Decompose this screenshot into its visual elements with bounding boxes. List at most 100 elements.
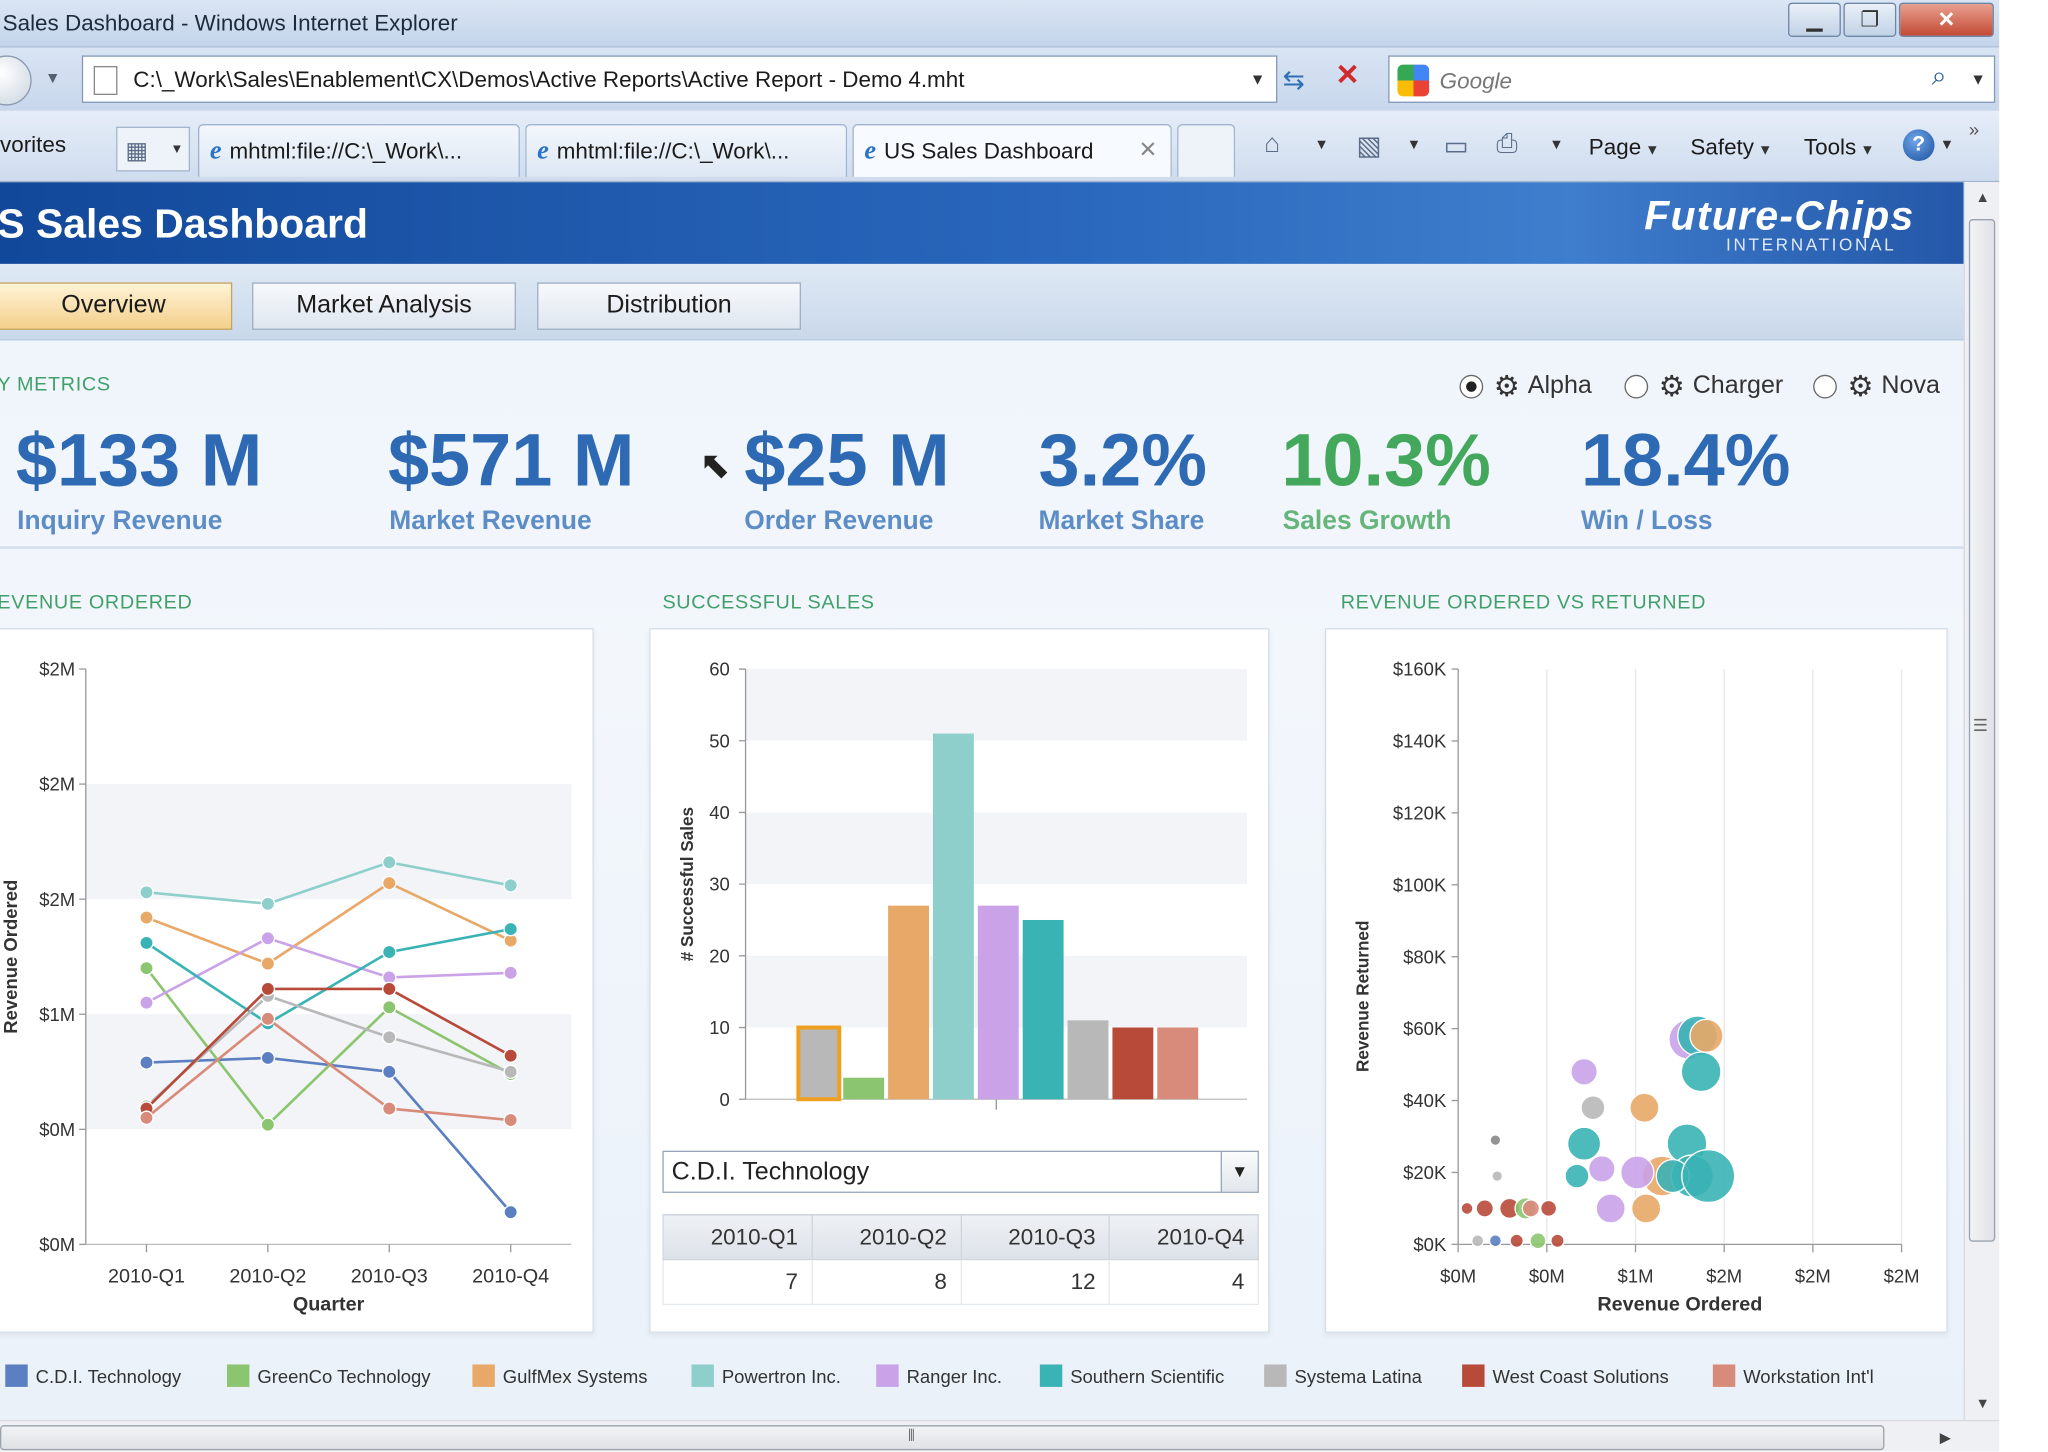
legend-item[interactable]: Powertron Inc.: [691, 1364, 841, 1387]
tab-overview[interactable]: Overview: [0, 282, 233, 330]
table-header: 2010-Q4: [1108, 1214, 1259, 1261]
data-point: [503, 1204, 518, 1220]
data-point: [382, 875, 397, 891]
home-icon[interactable]: ⌂: [1264, 129, 1281, 159]
legend-item[interactable]: Systema Latina: [1264, 1364, 1422, 1387]
y-tick-label: $2M: [39, 889, 75, 910]
ordered-vs-returned-panel: $0M $0M $1M $2M $2M $2M $0K $20K $40K $60K $80K $10…: [1324, 628, 1948, 1333]
address-field[interactable]: C:\_Work\Sales\Enablement\CX\Demos\Activ…: [81, 55, 1278, 103]
bubble: [1460, 1201, 1474, 1216]
close-tab-icon[interactable]: ✕: [1138, 137, 1158, 163]
data-point: [139, 1055, 154, 1070]
search-icon[interactable]: ⌕: [1931, 62, 1947, 92]
y-axis-title: Revenue Returned: [1352, 921, 1372, 1072]
tools-menu[interactable]: Tools ▼: [1804, 135, 1875, 161]
vertical-scrollbar[interactable]: ▲ ☰ ▼: [1963, 182, 2000, 1420]
legend-item[interactable]: C.D.I. Technology: [5, 1364, 181, 1387]
data-point: [503, 878, 518, 893]
x-tick-label: 2010-Q4: [472, 1266, 549, 1288]
data-point: [139, 995, 154, 1010]
bubble: [1564, 1163, 1590, 1189]
refresh-icon[interactable]: ⇆: [1282, 65, 1305, 96]
address-dropdown-icon[interactable]: ▼: [1249, 69, 1266, 89]
vertical-scroll-thumb[interactable]: [1968, 219, 1996, 1242]
legend-item[interactable]: GulfMex Systems: [472, 1364, 648, 1387]
history-dropdown-icon[interactable]: ▼: [44, 68, 61, 88]
y-tick-label: 30: [709, 874, 730, 895]
revenue-ordered-panel: $0M $0M $1M $2M $2M $2M 2010-Q1 2010-Q2 2010-Q3 2…: [0, 628, 594, 1333]
table-header: 2010-Q1: [662, 1214, 813, 1261]
legend-label: Ranger Inc.: [906, 1365, 1003, 1387]
radio-button[interactable]: [1813, 374, 1837, 399]
minimize-button[interactable]: ▁: [1788, 2, 1841, 37]
legend-item[interactable]: GreenCo Technology: [226, 1364, 431, 1387]
company-logo-subtitle: INTERNATIONAL: [1726, 234, 1897, 255]
bubble: [1580, 1095, 1606, 1121]
legend-item[interactable]: West Coast Solutions: [1462, 1364, 1669, 1387]
legend-item[interactable]: Southern Scientific: [1039, 1364, 1224, 1387]
print-icon[interactable]: ⎙: [1496, 129, 1518, 159]
legend-item[interactable]: Workstation Int'l: [1712, 1364, 1874, 1387]
scroll-up-icon[interactable]: ▲: [1975, 190, 1990, 206]
favorites-button[interactable]: vorites: [0, 131, 67, 158]
search-field[interactable]: Google ⌕ ▼: [1388, 55, 1996, 103]
quick-tabs-dropdown-icon[interactable]: ▼: [170, 142, 184, 158]
kpi-label-market-revenue: Market Revenue: [389, 506, 592, 536]
y-tick-label: 50: [709, 730, 730, 751]
legend-swatch: [1264, 1364, 1287, 1387]
browser-tab-3[interactable]: e US Sales Dashboard ✕: [852, 124, 1172, 177]
bar: [1112, 1027, 1154, 1100]
print-dropdown-icon[interactable]: ▼: [1549, 137, 1564, 154]
bubble: [1550, 1233, 1565, 1249]
product-option-nova[interactable]: ⚙ Nova: [1813, 369, 1940, 403]
mail-icon[interactable]: ▭: [1443, 131, 1469, 161]
horizontal-scroll-thumb[interactable]: [0, 1425, 1885, 1451]
kpi-label-order-revenue: Order Revenue: [744, 506, 934, 536]
page-menu[interactable]: Page ▼: [1589, 135, 1660, 161]
help-dropdown-icon[interactable]: ▼: [1939, 137, 1955, 154]
feeds-icon[interactable]: ▧: [1356, 131, 1382, 161]
bar: [1067, 1020, 1109, 1100]
quarter-table: 2010-Q1 2010-Q2 2010-Q3 2010-Q4 7 8 12 4: [662, 1214, 1259, 1306]
legend-label: Systema Latina: [1294, 1365, 1422, 1387]
legend-swatch: [1712, 1364, 1736, 1387]
radio-button[interactable]: [1459, 374, 1484, 399]
kpi-value-inquiry-revenue: $133 M: [15, 418, 263, 502]
close-button[interactable]: ✕: [1898, 2, 1994, 37]
tab-market-analysis[interactable]: Market Analysis: [252, 282, 516, 330]
stop-icon[interactable]: ✕: [1335, 58, 1360, 92]
kpi-label-market-share: Market Share: [1038, 506, 1205, 536]
table-row: 7 8 12 4: [662, 1258, 1259, 1306]
search-dropdown-icon[interactable]: ▼: [1970, 69, 1986, 89]
browser-tab-2[interactable]: e mhtml:file://C:\_Work\...: [525, 124, 848, 177]
safety-menu[interactable]: Safety ▼: [1690, 135, 1772, 161]
toolbar-chevron-icon[interactable]: »: [1968, 118, 1980, 140]
table-header: 2010-Q2: [811, 1214, 962, 1261]
scroll-right-icon[interactable]: ▶: [1939, 1430, 1951, 1447]
back-button[interactable]: [0, 55, 32, 106]
address-url: C:\_Work\Sales\Enablement\CX\Demos\Activ…: [133, 67, 965, 93]
new-tab-button[interactable]: [1177, 124, 1236, 177]
scroll-down-icon[interactable]: ▼: [1975, 1396, 1990, 1412]
product-option-charger[interactable]: ⚙ Charger: [1624, 369, 1783, 403]
data-point: [139, 960, 154, 976]
tab-distribution[interactable]: Distribution: [537, 282, 801, 330]
quick-tabs-button[interactable]: ▦ ▼: [116, 126, 191, 172]
restore-button[interactable]: ❐: [1843, 2, 1897, 37]
data-point: [260, 981, 276, 997]
company-select[interactable]: C.D.I. Technology ▼: [662, 1150, 1259, 1193]
chevron-down-icon[interactable]: ▼: [1220, 1152, 1258, 1192]
successful-sales-heading: SUCCESSFUL SALES: [662, 591, 875, 614]
feeds-dropdown-icon[interactable]: ▼: [1406, 137, 1422, 154]
horizontal-scrollbar[interactable]: ⦀ ▶: [0, 1419, 2000, 1452]
y-tick-label: $100K: [1393, 874, 1447, 895]
radio-button[interactable]: [1624, 374, 1649, 399]
home-dropdown-icon[interactable]: ▼: [1314, 137, 1329, 154]
bubble: [1620, 1155, 1655, 1190]
browser-tab-1[interactable]: e mhtml:file://C:\_Work\...: [197, 124, 520, 177]
kpi-value-order-revenue: $25 M: [744, 418, 950, 502]
product-option-alpha[interactable]: ⚙ Alpha: [1459, 369, 1592, 403]
legend-item[interactable]: Ranger Inc.: [876, 1364, 1003, 1387]
data-point: [503, 1064, 518, 1080]
help-icon[interactable]: ?: [1902, 129, 1935, 161]
